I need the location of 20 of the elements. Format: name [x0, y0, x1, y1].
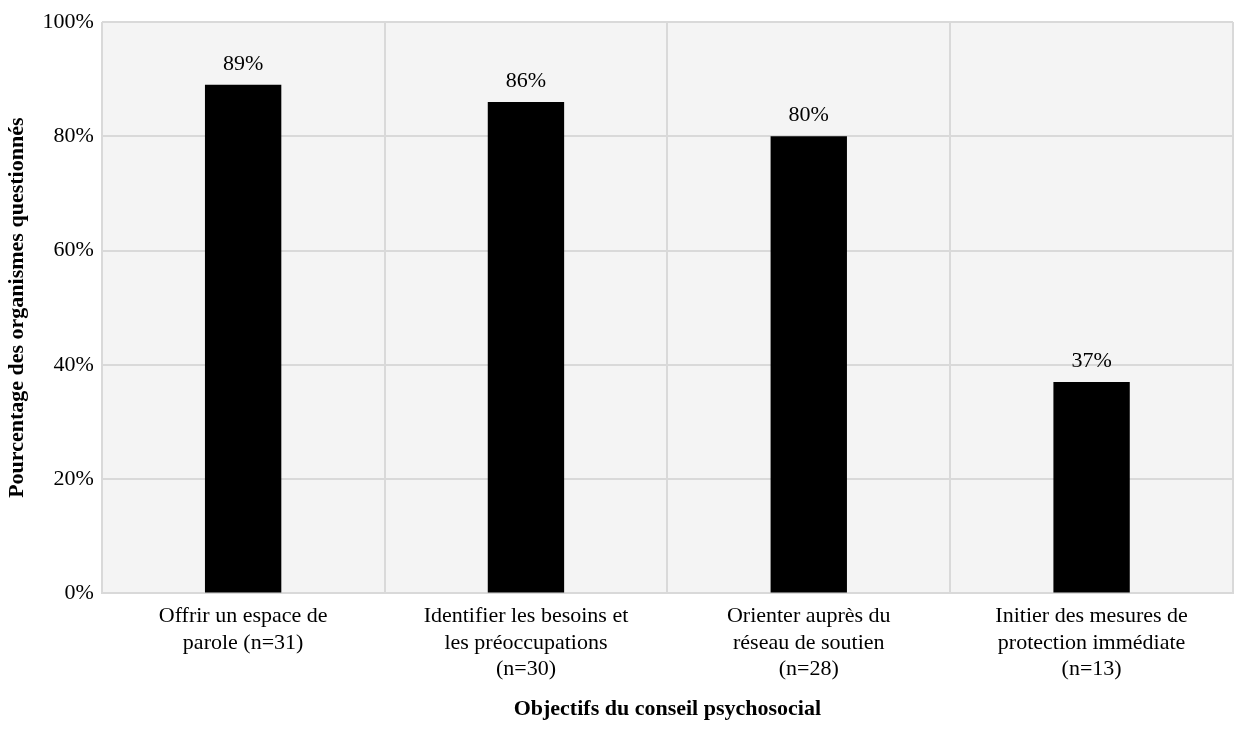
- y-axis-title: Pourcentage des organismes questionnés: [2, 117, 28, 498]
- data-label: 86%: [505, 66, 547, 92]
- data-label: 37%: [1071, 346, 1112, 372]
- y-tick-label: 100%: [42, 7, 94, 33]
- x-tick-label: Initier des mesures de protection immédiate (n=13): [995, 602, 1188, 681]
- y-tick-label: 20%: [53, 464, 94, 490]
- data-label: 80%: [788, 101, 829, 127]
- data-label: 89%: [222, 49, 264, 75]
- y-tick-label: 60%: [53, 236, 94, 262]
- x-axis-title: Objectifs du conseil psychosocial: [513, 695, 822, 721]
- x-tick-label: Identifier les besoins et les préoccupations (n=30): [423, 602, 629, 681]
- x-tick-label: Orienter auprès du réseau de soutien (n=28): [726, 602, 891, 681]
- bar: [204, 84, 282, 593]
- y-tick-label: 40%: [53, 350, 94, 376]
- bar: [770, 136, 847, 593]
- x-tick-label: Offrir un espace de parole (n=31): [158, 602, 328, 654]
- bar: [1053, 381, 1130, 593]
- y-tick-label: 80%: [53, 122, 94, 148]
- y-tick-label: 0%: [64, 579, 94, 605]
- bar: [487, 102, 565, 593]
